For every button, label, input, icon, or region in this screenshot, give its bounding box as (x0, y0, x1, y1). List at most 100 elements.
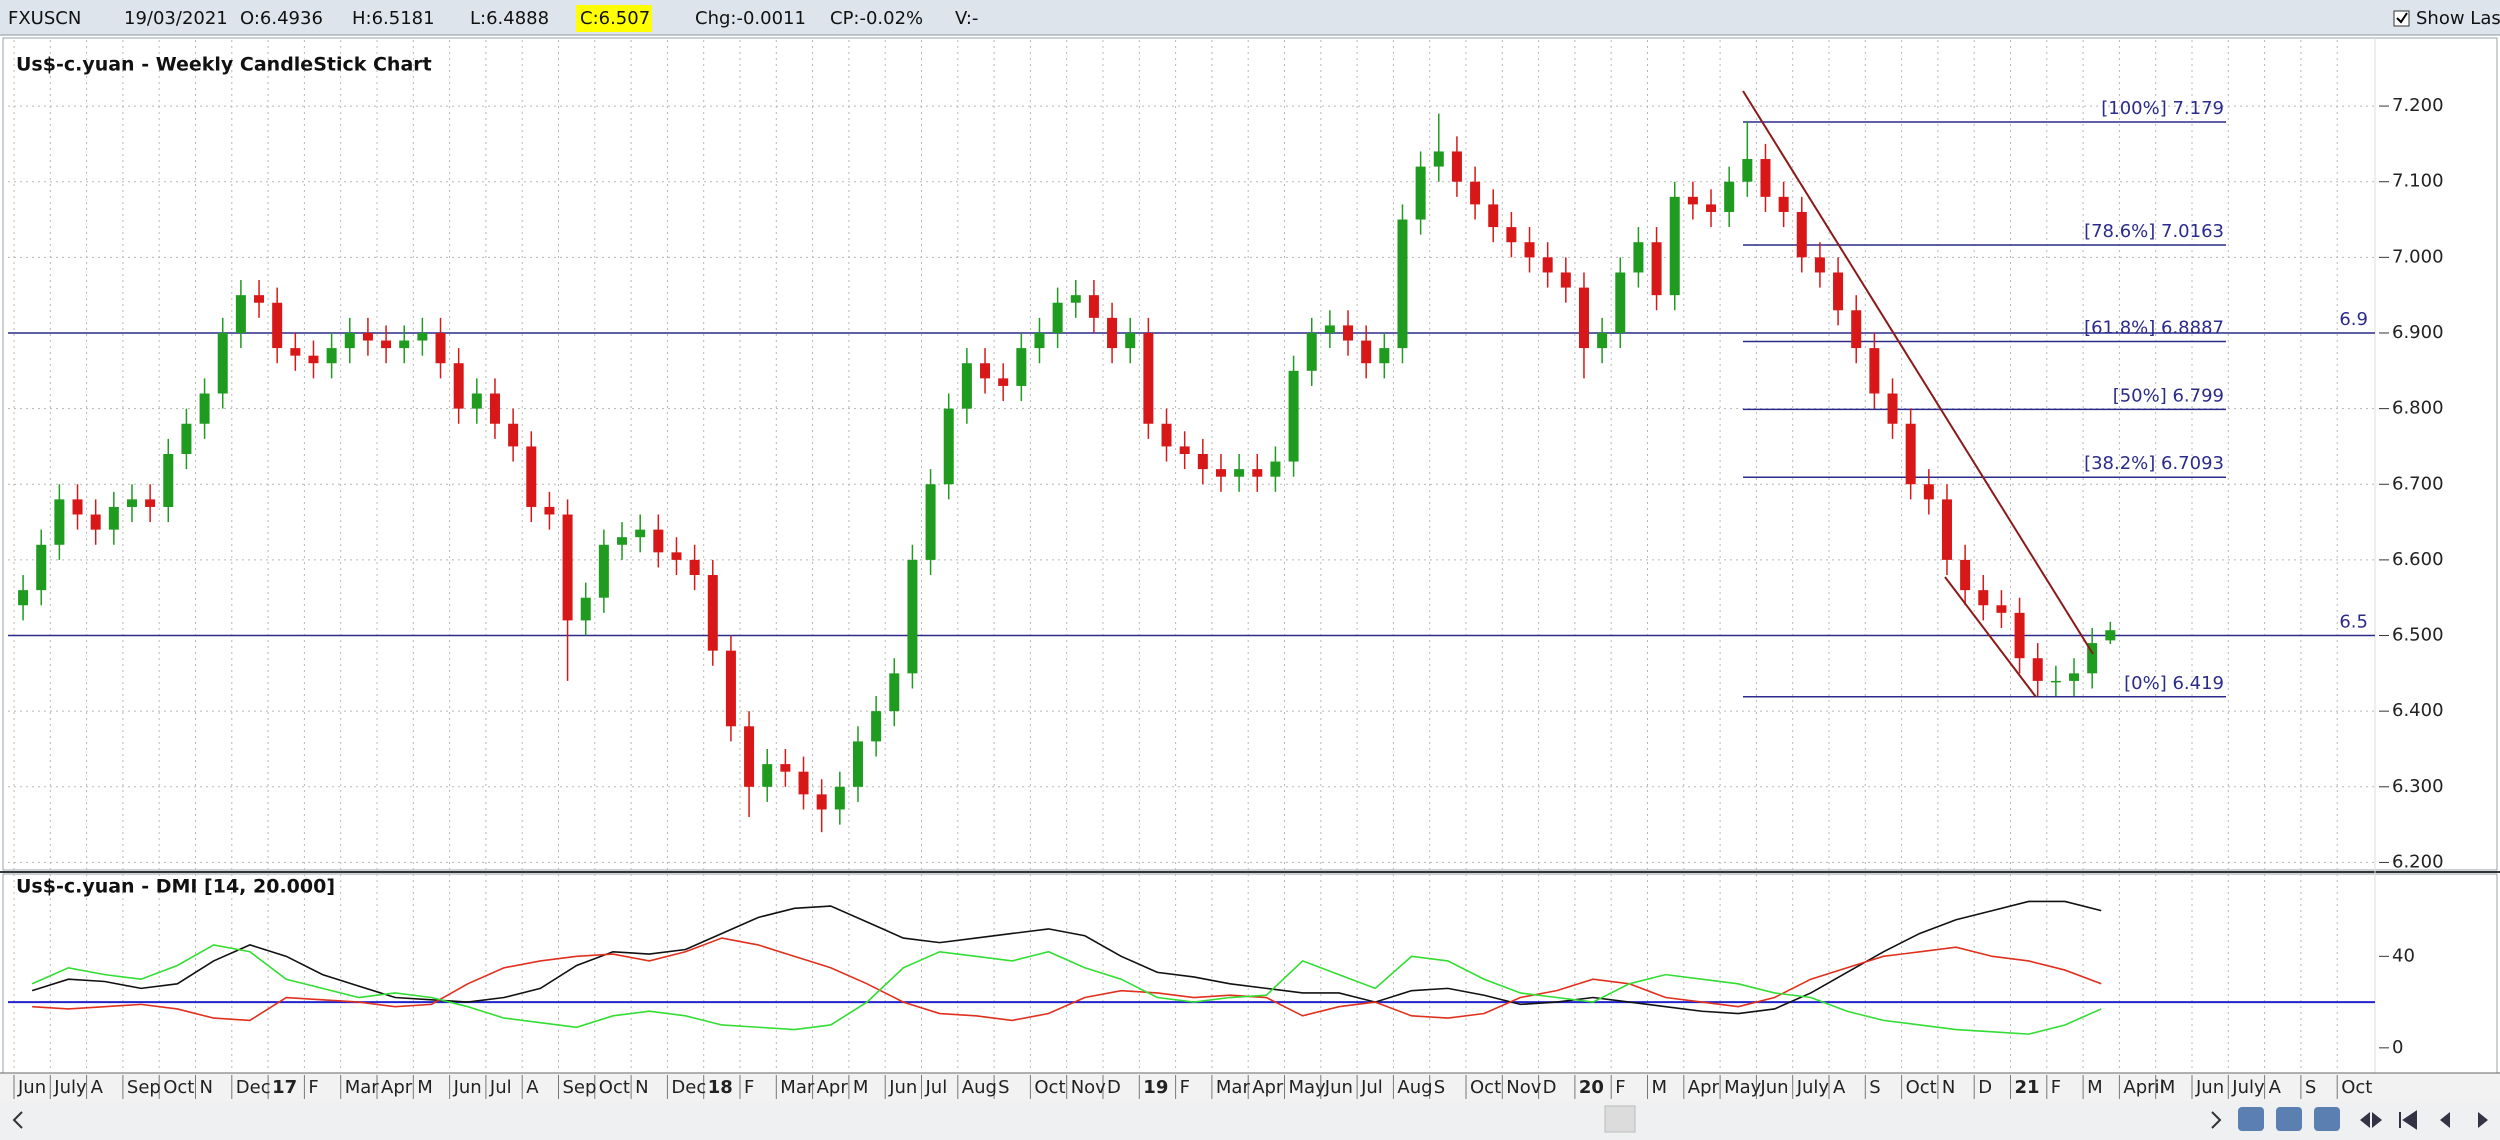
x-tick-label: S (1434, 1077, 1445, 1098)
x-tick-label: Jun (888, 1077, 917, 1098)
x-tick-label: F (308, 1077, 318, 1098)
x-tick-label: Jul (925, 1077, 948, 1098)
candle-body (417, 332, 428, 341)
candle-body (1179, 446, 1190, 454)
fib-label: [0%] 6.419 (2124, 673, 2224, 694)
candle-body (344, 332, 355, 349)
x-tick-label: F (1615, 1077, 1625, 1098)
candle-body (1034, 332, 1045, 349)
chart-title: Us$-c.yuan - Weekly CandleStick Chart (16, 54, 432, 76)
candle-body (308, 355, 319, 364)
candle-body (435, 332, 446, 364)
y-tick-label: 0 (2392, 1037, 2403, 1058)
tool-button[interactable] (2276, 1107, 2302, 1131)
candle-body (943, 408, 954, 485)
y-tick-label: 6.400 (2392, 700, 2444, 721)
first-button[interactable] (2399, 1110, 2417, 1130)
candle-body (217, 332, 228, 394)
candle-body (2014, 612, 2025, 659)
y-tick-label: 6.800 (2392, 398, 2444, 419)
prev-button[interactable] (2440, 1112, 2450, 1128)
candle-body (1161, 423, 1172, 447)
zoom-button[interactable] (2360, 1112, 2382, 1128)
candle-body (1578, 287, 1589, 349)
x-tick-label: May (1724, 1077, 1762, 1098)
x-tick-label: F (2051, 1077, 2061, 1098)
x-tick-label: D (1978, 1077, 1992, 1098)
x-tick-label: S (998, 1077, 1009, 1098)
date: 19/03/2021 (124, 8, 228, 29)
candle-body (1252, 469, 1263, 477)
fib-label: [38.2%] 6.7093 (2084, 453, 2224, 474)
candle-body (1560, 272, 1571, 288)
candle-body (254, 295, 265, 303)
candle-body (1905, 423, 1916, 485)
tool-button[interactable] (2238, 1107, 2264, 1131)
y-tick-label: 7.000 (2392, 246, 2444, 267)
candle-body (2105, 630, 2116, 641)
x-tick-label: Jun (453, 1077, 482, 1098)
candle-body (1125, 332, 1136, 349)
scroll-right[interactable] (2211, 1111, 2222, 1129)
candle-body (1197, 454, 1208, 470)
candle-body (1669, 196, 1680, 296)
candle-body (1978, 590, 1989, 606)
x-tick-label: S (2305, 1077, 2316, 1098)
candle-body (544, 506, 555, 515)
candle-body (272, 302, 283, 349)
candle-body (907, 559, 918, 674)
candle-body (744, 726, 755, 787)
candle-body (72, 499, 83, 515)
scroll-thumb[interactable] (1604, 1105, 1636, 1133)
candle-body (1887, 393, 1898, 424)
x-tick-label: Jul (1360, 1077, 1383, 1098)
dmi-line (32, 937, 2102, 1022)
scroll-left[interactable] (12, 1111, 23, 1129)
x-tick-label: Aug (1397, 1077, 1432, 1098)
x-tick-label: M (1652, 1077, 1668, 1098)
y-tick-label: 6.900 (2392, 322, 2444, 343)
candle-body (1542, 257, 1553, 273)
low-value: L:6.4888 (470, 8, 549, 29)
header-bar (0, 0, 2500, 35)
candle-body (1324, 325, 1335, 333)
candle-body (871, 711, 882, 742)
symbol: FXUSCN (8, 8, 81, 29)
x-tick-label: A (1833, 1077, 1846, 1098)
x-tick-label: July (1796, 1077, 1830, 1098)
candle-body (235, 295, 246, 333)
candle-body (2069, 673, 2080, 681)
candle-body (90, 514, 101, 530)
trend-channel-line (1944, 576, 2037, 698)
dmi-line (31, 900, 2102, 1015)
level-label: 6.9 (2339, 309, 2368, 330)
candle-body (54, 499, 65, 545)
dmi-title: Us$-c.yuan - DMI [14, 20.000] (16, 876, 335, 898)
candle-body (925, 484, 936, 560)
x-tick-label: S (1869, 1077, 1880, 1098)
x-tick-label: A (91, 1077, 104, 1098)
x-tick-label: 21 (2015, 1077, 2040, 1098)
candle-body (290, 348, 301, 356)
mark-layer: Jun July A Sep Oct N Dec 17 F Mar Apr M Jun Jul A Sep Oc… (8, 95, 2444, 1098)
y-tick-label: 6.700 (2392, 473, 2444, 494)
trend-line (1742, 90, 2094, 655)
candle-body (1451, 151, 1462, 182)
x-tick-label: A (2269, 1077, 2282, 1098)
candle-body (1361, 340, 1372, 364)
y-tick-label: 6.200 (2392, 851, 2444, 872)
tool-button[interactable] (2314, 1107, 2340, 1131)
x-tick-label: Aug (962, 1077, 997, 1098)
next-button[interactable] (2478, 1112, 2488, 1128)
y-tick-label: 40 (2392, 945, 2415, 966)
dmi-panel (2, 873, 2498, 1074)
candle-body (1923, 484, 1934, 500)
close-highlight (576, 5, 652, 32)
candle-body (1397, 219, 1408, 349)
candle-body (163, 454, 174, 507)
candle-body (399, 340, 410, 349)
x-tick-label: N (1942, 1077, 1955, 1098)
candle-body (1415, 166, 1426, 220)
show-last-label[interactable]: Show Last (2416, 8, 2500, 29)
candle-body (580, 597, 591, 621)
